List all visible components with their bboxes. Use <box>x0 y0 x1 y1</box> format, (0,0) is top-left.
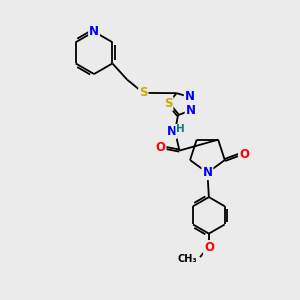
Text: H: H <box>176 124 185 134</box>
Text: S: S <box>139 86 148 99</box>
Text: O: O <box>156 141 166 154</box>
Text: O: O <box>239 148 249 161</box>
Text: N: N <box>167 125 176 138</box>
Text: S: S <box>164 97 172 110</box>
Text: N: N <box>185 91 195 103</box>
Text: N: N <box>89 25 99 38</box>
Text: N: N <box>202 166 212 179</box>
Text: O: O <box>204 241 214 254</box>
Text: N: N <box>186 104 196 117</box>
Text: CH₃: CH₃ <box>178 254 197 264</box>
